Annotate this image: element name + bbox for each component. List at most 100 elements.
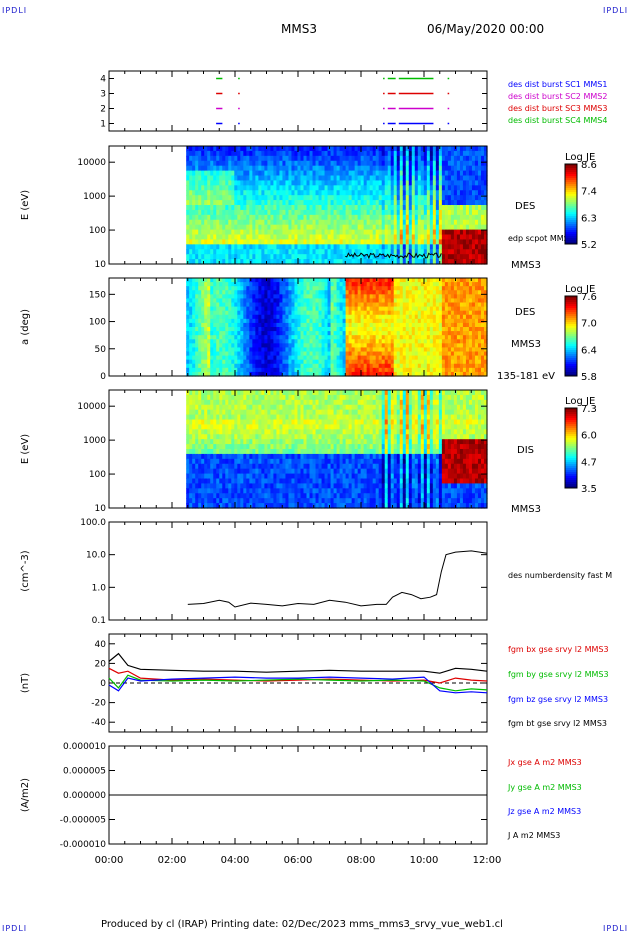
colorbar-tick-label: 6.4 — [581, 345, 597, 356]
bfield-series-line-3 — [108, 676, 488, 694]
corner-label-br: IPDLI — [603, 924, 629, 933]
pad-ytick-label: 100 — [89, 318, 106, 328]
colorbar-tick-label: 6.0 — [581, 431, 597, 442]
bfield-ytick-label: 20 — [95, 659, 107, 669]
density-ytick-label: 10.0 — [86, 551, 106, 561]
corner-label-tl: IPDLI — [2, 6, 28, 15]
des-energy-ytick-label: 10 — [95, 260, 107, 270]
colorbar-1 — [565, 164, 577, 245]
bfield-ytick-label: 0 — [100, 679, 106, 689]
density-ytick-label: 100.0 — [80, 518, 106, 528]
current-legend-3: Jz gse A m2 MMS3 — [507, 807, 581, 816]
scpot-series-line — [345, 252, 442, 260]
pad-sc-label: MMS3 — [511, 339, 541, 350]
current-ylabel: (A/m2) — [20, 778, 31, 812]
dis-energy-ytick-label: 1000 — [83, 436, 106, 446]
dis-energy-cells — [186, 390, 488, 509]
colorbar-tick-label: 8.6 — [581, 160, 597, 171]
des-energy-ylabel: E (eV) — [20, 190, 31, 220]
dis-energy-sc-label: MMS3 — [511, 504, 541, 515]
bfield-ytick-label: 40 — [95, 640, 107, 650]
pad-energy-range-label: 135-181 eV — [497, 371, 555, 382]
time-axis-label: 02:00 — [158, 855, 187, 866]
bfield-series-line-2 — [108, 674, 488, 692]
dis-energy-ytick-label: 10000 — [77, 402, 106, 412]
colorbar-tick-label: 7.6 — [581, 292, 597, 303]
colorbar-title: Log JE — [565, 152, 595, 163]
current-ytick-label: 0.000010 — [63, 742, 106, 752]
colorbar-2 — [565, 296, 577, 377]
bfield-legend-3: fgm bz gse srvy l2 MMS3 — [508, 695, 608, 704]
des-energy-cells — [186, 146, 488, 265]
density-ytick-label: 1.0 — [92, 583, 107, 593]
time-axis-label: 04:00 — [221, 855, 250, 866]
dis-energy-ytick-label: 10 — [95, 504, 107, 514]
bfield-ytick-label: -40 — [91, 718, 106, 728]
pad-cells — [186, 278, 488, 377]
panel-density-frame — [108, 521, 488, 621]
pad-ylabel: a (deg) — [20, 309, 31, 345]
current-legend-1: Jx gse A m2 MMS3 — [507, 758, 582, 767]
pad-ytick-label: 50 — [95, 345, 107, 355]
dis-energy-ytick-label: 100 — [89, 470, 106, 480]
burst-legend-4: des dist burst SC4 MMS4 — [508, 116, 607, 125]
corner-label-tr: IPDLI — [603, 6, 629, 15]
current-legend-4: J A m2 MMS3 — [507, 831, 560, 840]
bfield-legend-4: fgm bt gse srvy l2 MMS3 — [508, 719, 607, 728]
colorbar-tick-label: 7.4 — [581, 187, 597, 198]
burst-legend-3: des dist burst SC3 MMS3 — [508, 104, 607, 113]
colorbar-title: Log JE — [565, 284, 595, 295]
burst-ytick-label: 4 — [100, 75, 106, 85]
scpot-label: edp scpot MMS3 — [508, 234, 574, 243]
density-legend: des numberdensity fast M — [508, 571, 612, 580]
pad-ytick-label: 150 — [89, 290, 106, 300]
current-ytick-label: 0.000000 — [63, 791, 106, 801]
time-axis-label: 08:00 — [347, 855, 376, 866]
dis-energy-side-label: DIS — [517, 445, 534, 456]
colorbar-tick-label: 5.2 — [581, 240, 597, 251]
time-axis-label: 10:00 — [410, 855, 439, 866]
colorbar-tick-label: 3.5 — [581, 484, 597, 495]
burst-ytick-label: 1 — [100, 120, 106, 130]
pad-side-label: DES — [515, 307, 535, 318]
time-axis-label: 12:00 — [473, 855, 502, 866]
dis-energy-ylabel: E (eV) — [20, 434, 31, 464]
colorbar-tick-label: 4.7 — [581, 457, 597, 468]
density-ytick-label: 0.1 — [92, 616, 106, 626]
des-energy-side-label: DES — [515, 201, 535, 212]
des-energy-sc-label: MMS3 — [511, 260, 541, 271]
burst-ytick-label: 2 — [100, 105, 106, 115]
plot-datetime: 06/May/2020 00:00 — [427, 22, 545, 36]
pad-ytick-label: 0 — [100, 372, 106, 382]
current-ytick-label: -0.000010 — [60, 840, 106, 850]
colorbar-tick-label: 7.3 — [581, 404, 597, 415]
time-axis-label: 00:00 — [95, 855, 124, 866]
bfield-series-line-1 — [108, 667, 488, 684]
time-axis-label: 06:00 — [284, 855, 313, 866]
bfield-legend-2: fgm by gse srvy l2 MMS3 — [508, 670, 609, 679]
bfield-ylabel: (nT) — [20, 673, 31, 693]
bfield-ytick-label: -20 — [91, 699, 106, 709]
burst-legend-1: des dist burst SC1 MMS1 — [508, 80, 607, 89]
current-ytick-label: -0.000005 — [60, 816, 106, 826]
colorbar-frame — [564, 163, 578, 245]
footer-credit: Produced by cl (IRAP) Printing date: 02/… — [101, 919, 503, 930]
colorbar-frame — [564, 295, 578, 377]
density-ylabel: (cm^-3) — [20, 550, 31, 591]
colorbar-tick-label: 6.3 — [581, 213, 597, 224]
plot-title: MMS3 — [281, 22, 317, 36]
colorbar-tick-label: 7.0 — [581, 319, 597, 330]
colorbar-tick-label: 5.8 — [581, 372, 597, 383]
current-legend-2: Jy gse A m2 MMS3 — [507, 783, 582, 792]
des-energy-ytick-label: 100 — [89, 226, 106, 236]
burst-ytick-label: 3 — [100, 90, 106, 100]
density-series-line — [187, 550, 488, 608]
bfield-legend-1: fgm bx gse srvy l2 MMS3 — [508, 645, 609, 654]
colorbar-3 — [565, 408, 577, 489]
des-energy-ytick-label: 1000 — [83, 192, 106, 202]
bfield-series-line-4 — [108, 652, 488, 674]
corner-label-bl: IPDLI — [2, 924, 28, 933]
colorbar-frame — [564, 407, 578, 489]
burst-legend-2: des dist burst SC2 MMS2 — [508, 92, 607, 101]
